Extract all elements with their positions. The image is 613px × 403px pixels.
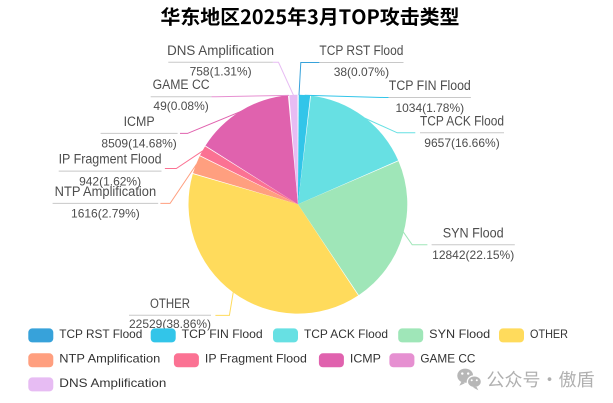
svg-text:GAME CC: GAME CC xyxy=(153,77,210,92)
svg-text:OTHER: OTHER xyxy=(530,327,568,341)
svg-text:NTP Amplification: NTP Amplification xyxy=(55,184,157,199)
svg-text:DNS Amplification: DNS Amplification xyxy=(59,376,166,390)
svg-text:TCP RST Flood: TCP RST Flood xyxy=(319,43,403,58)
svg-text:SYN Flood: SYN Flood xyxy=(429,327,490,341)
svg-text:TCP FIN Flood: TCP FIN Flood xyxy=(182,327,263,341)
svg-text:ICMP: ICMP xyxy=(124,114,155,129)
svg-text:12842(22.15%): 12842(22.15%) xyxy=(432,248,514,262)
svg-text:DNS Amplification: DNS Amplification xyxy=(167,43,274,58)
svg-text:OTHER: OTHER xyxy=(150,296,190,311)
svg-text:NTP Amplification: NTP Amplification xyxy=(59,352,160,366)
svg-text:TCP ACK Flood: TCP ACK Flood xyxy=(304,327,388,341)
svg-text:8509(14.68%): 8509(14.68%) xyxy=(101,137,176,151)
svg-text:IP Fragment Flood: IP Fragment Flood xyxy=(59,152,162,167)
svg-text:ICMP: ICMP xyxy=(350,352,381,366)
svg-text:22529(38.86%): 22529(38.86%) xyxy=(129,317,211,331)
svg-text:TCP RST Flood: TCP RST Flood xyxy=(59,327,142,341)
svg-text:1616(2.79%): 1616(2.79%) xyxy=(71,207,140,221)
svg-text:38(0.07%): 38(0.07%) xyxy=(334,65,389,79)
svg-text:TCP ACK Flood: TCP ACK Flood xyxy=(420,113,504,128)
svg-text:942(1.62%): 942(1.62%) xyxy=(79,174,141,188)
svg-text:IP Fragment Flood: IP Fragment Flood xyxy=(205,352,307,366)
svg-text:SYN Flood: SYN Flood xyxy=(443,225,504,240)
svg-text:9657(16.66%): 9657(16.66%) xyxy=(424,136,499,150)
svg-text:758(1.31%): 758(1.31%) xyxy=(190,65,252,79)
svg-text:GAME CC: GAME CC xyxy=(420,352,475,366)
svg-text:TCP FIN Flood: TCP FIN Flood xyxy=(389,78,471,93)
svg-text:49(0.08%): 49(0.08%) xyxy=(153,99,208,113)
svg-text:1034(1.78%): 1034(1.78%) xyxy=(395,101,464,115)
